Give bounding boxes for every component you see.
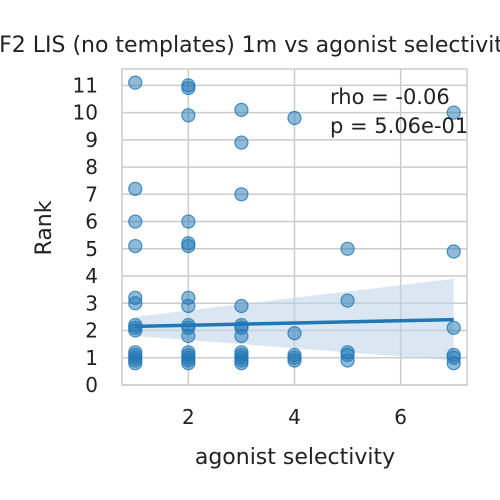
y-axis-label: Rank	[32, 200, 57, 255]
data-point	[128, 356, 143, 371]
data-point	[181, 108, 196, 123]
data-point	[340, 293, 355, 308]
data-point	[128, 238, 143, 254]
data-point	[287, 110, 302, 126]
confidence-band-layer	[135, 278, 454, 361]
data-point	[128, 75, 143, 90]
x-tick-labels: 2 4 6	[182, 405, 407, 429]
data-points	[128, 75, 461, 371]
data-point	[234, 102, 249, 117]
data-point	[128, 296, 143, 311]
y-tick-label: 11	[73, 73, 98, 97]
p-value-annotation: p = 5.06e-01	[330, 114, 468, 138]
data-point	[287, 353, 302, 368]
chart-title: AF2 LIS (no templates) 1m vs agonist sel…	[0, 33, 500, 58]
data-point	[234, 298, 249, 314]
data-point	[446, 356, 461, 371]
y-tick-label: 2	[85, 319, 98, 343]
regression-line-layer	[135, 317, 454, 329]
data-point	[234, 187, 249, 202]
data-point	[340, 353, 355, 368]
data-point	[234, 328, 249, 344]
y-tick-label: 5	[85, 237, 98, 261]
y-tick-label: 6	[85, 210, 98, 234]
data-point	[181, 328, 196, 344]
x-tick-label: 6	[394, 405, 407, 429]
plot-frame	[121, 68, 468, 386]
rho-annotation: rho = -0.06	[330, 85, 450, 109]
regression-line	[135, 317, 454, 329]
data-point	[181, 214, 196, 229]
data-point	[287, 326, 302, 341]
data-point	[181, 356, 196, 371]
data-point	[340, 241, 355, 256]
data-point	[128, 181, 143, 196]
data-point	[128, 214, 143, 229]
x-tick-label: 2	[182, 405, 195, 429]
y-tick-label: 8	[85, 155, 98, 179]
confidence-band	[135, 278, 454, 361]
y-tick-labels: 0 1 2 3 4 5 6 7 8 9 10 11	[73, 73, 98, 397]
data-point	[446, 320, 461, 335]
y-tick-label: 4	[85, 264, 98, 288]
y-tick-label: 9	[85, 128, 98, 152]
data-point	[446, 105, 461, 120]
x-axis-label: agonist selectivity	[195, 445, 395, 470]
y-tick-label: 7	[85, 182, 98, 206]
x-tick-label: 4	[288, 405, 301, 429]
data-point	[181, 238, 196, 254]
data-point	[234, 135, 249, 150]
y-tick-label: 1	[85, 346, 98, 370]
data-point	[446, 244, 461, 259]
data-point	[234, 356, 249, 371]
y-tick-label: 0	[85, 373, 98, 397]
y-tick-label: 3	[85, 291, 98, 315]
y-tick-label: 10	[73, 101, 98, 125]
data-point	[181, 80, 196, 96]
data-point	[181, 298, 196, 314]
